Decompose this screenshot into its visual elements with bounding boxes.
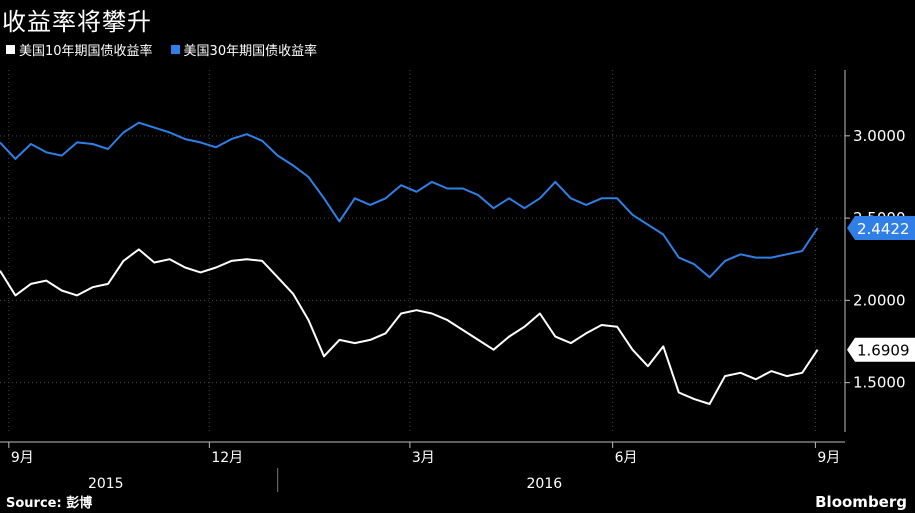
- bloomberg-logo: Bloomberg: [815, 493, 907, 511]
- x-tick-label: 12月: [211, 450, 243, 466]
- grid-lines: [0, 70, 845, 432]
- end-label-box: [847, 337, 915, 362]
- end-label-10y: 1.6909: [847, 337, 915, 362]
- legend-item-30y: 美国30年期国债收益率: [170, 40, 318, 59]
- y-tick-label: 3.0000: [853, 127, 906, 145]
- end-labels: 2.4422 1.6909: [847, 215, 915, 362]
- legend-label-30y: 美国30年期国债收益率: [183, 44, 318, 59]
- end-label-box: [847, 215, 915, 240]
- legend-swatch-10y: [6, 45, 15, 54]
- x-tick-label: 3月: [412, 450, 435, 466]
- series-line-30y: [0, 121, 819, 279]
- x-tick-label: 6月: [615, 450, 638, 466]
- end-label-text: 2.4422: [857, 220, 910, 238]
- source-note: Source: 彭博: [6, 496, 93, 511]
- y-tick-label: 2.0000: [853, 291, 906, 309]
- legend-label-10y: 美国10年期国债收益率: [19, 44, 153, 59]
- legend-swatch-30y: [170, 45, 180, 54]
- end-label-30y: 2.4422: [847, 215, 915, 240]
- end-label-text: 1.6909: [857, 342, 910, 360]
- year-label: 2015: [88, 476, 124, 492]
- x-tick-label: 9月: [817, 450, 840, 466]
- axes: 3.00002.50002.00001.50009月12月3月6月9月20152…: [0, 70, 906, 492]
- legend: 美国10年期国债收益率 美国30年期国债收益率: [6, 40, 317, 59]
- series-line-10y: [0, 248, 819, 405]
- chart-title: 收益率将攀升: [2, 8, 152, 36]
- x-tick-label: 9月: [11, 450, 34, 466]
- legend-item-10y: 美国10年期国债收益率: [6, 40, 153, 59]
- series-lines: [0, 121, 819, 405]
- year-label: 2016: [527, 476, 563, 492]
- y-tick-label: 1.5000: [853, 374, 906, 392]
